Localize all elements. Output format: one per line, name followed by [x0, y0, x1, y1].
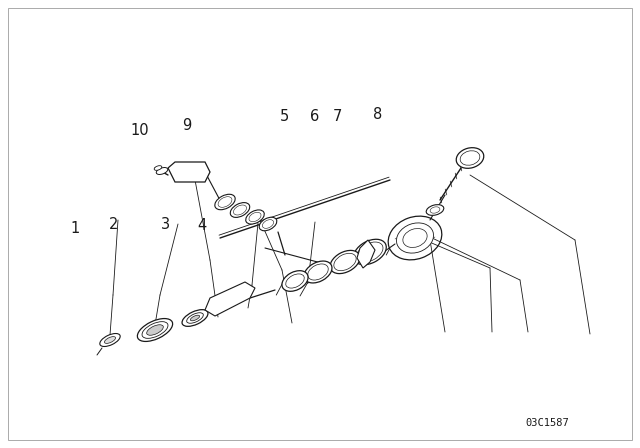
- Ellipse shape: [357, 242, 383, 262]
- Ellipse shape: [215, 194, 235, 210]
- Ellipse shape: [426, 205, 444, 215]
- Text: 10: 10: [130, 123, 149, 138]
- Ellipse shape: [354, 239, 387, 265]
- Ellipse shape: [456, 148, 484, 168]
- Ellipse shape: [104, 336, 116, 344]
- Ellipse shape: [282, 271, 308, 291]
- Ellipse shape: [285, 274, 304, 288]
- Text: 9: 9: [182, 118, 191, 133]
- Ellipse shape: [396, 223, 433, 253]
- Text: 2: 2: [109, 216, 118, 232]
- Ellipse shape: [249, 212, 261, 222]
- Ellipse shape: [246, 210, 264, 224]
- Ellipse shape: [234, 205, 246, 215]
- Ellipse shape: [430, 207, 440, 213]
- Ellipse shape: [334, 253, 356, 271]
- Ellipse shape: [308, 264, 328, 280]
- Ellipse shape: [218, 197, 232, 207]
- Ellipse shape: [304, 261, 332, 283]
- Text: 3: 3: [161, 217, 170, 233]
- Ellipse shape: [138, 319, 173, 341]
- Ellipse shape: [154, 166, 162, 170]
- Ellipse shape: [330, 250, 360, 274]
- Ellipse shape: [182, 310, 208, 326]
- Ellipse shape: [190, 315, 200, 321]
- Text: 5: 5: [280, 109, 289, 124]
- Ellipse shape: [262, 220, 273, 228]
- Ellipse shape: [388, 216, 442, 260]
- Ellipse shape: [187, 313, 204, 323]
- Ellipse shape: [259, 217, 277, 231]
- Text: 03C1587: 03C1587: [525, 418, 569, 428]
- Polygon shape: [168, 162, 210, 182]
- Text: 1: 1: [71, 221, 80, 236]
- Ellipse shape: [403, 228, 427, 247]
- Ellipse shape: [100, 333, 120, 346]
- Polygon shape: [357, 240, 375, 268]
- Ellipse shape: [147, 325, 163, 335]
- Ellipse shape: [142, 322, 168, 338]
- Text: 8: 8: [373, 107, 382, 122]
- Ellipse shape: [156, 168, 168, 174]
- Text: 6: 6: [310, 109, 319, 124]
- Ellipse shape: [230, 202, 250, 217]
- Text: 4: 4: [197, 218, 206, 233]
- Text: 7: 7: [333, 109, 342, 124]
- Polygon shape: [205, 282, 255, 316]
- Ellipse shape: [460, 151, 480, 165]
